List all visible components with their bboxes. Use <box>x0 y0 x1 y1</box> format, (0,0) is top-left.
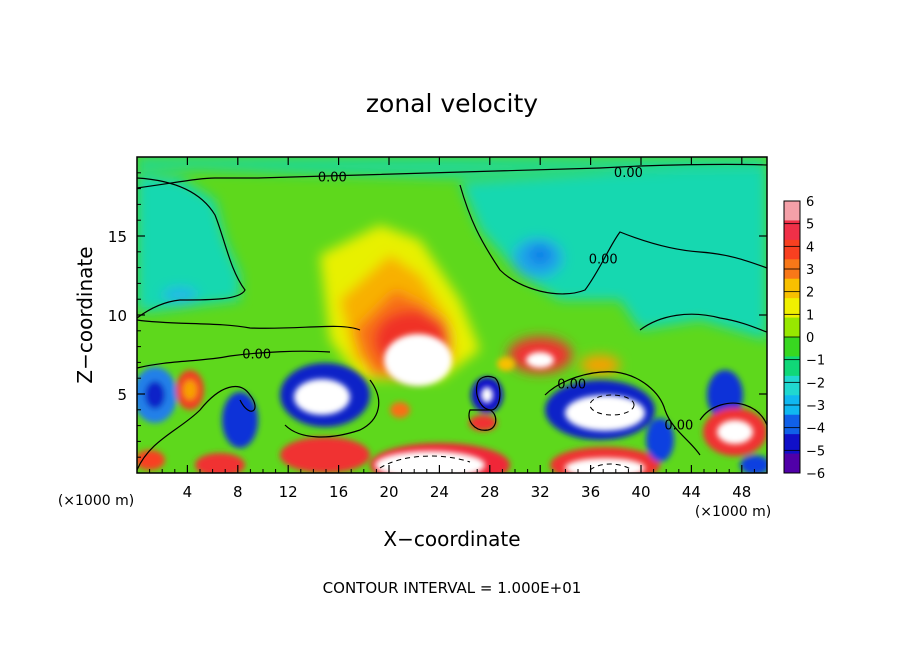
colorbar-swatch <box>784 434 800 454</box>
colorbar-label: −6 <box>806 467 825 482</box>
colorbar-label: 6 <box>806 195 814 210</box>
colorbar-swatch <box>784 415 800 435</box>
colorbar-swatch <box>784 337 800 357</box>
colorbar-swatch <box>784 240 800 260</box>
contour-label: 0.00 <box>557 378 586 393</box>
colorbar-swatch <box>784 298 800 318</box>
x-tick-label: 48 <box>732 483 751 501</box>
colorbar-label: 2 <box>806 286 814 301</box>
x-tick-label: 44 <box>682 483 701 501</box>
x-tick-label: 12 <box>279 483 298 501</box>
contour-interval-footer: CONTOUR INTERVAL = 1.000E+01 <box>323 579 582 597</box>
field-shading <box>133 157 770 487</box>
colorbar: 6 5 4 3 2 1 0 −1 −2 −3 −4 −5 −6 <box>784 195 825 482</box>
colorbar-swatch <box>784 318 800 338</box>
x-tick-label: 36 <box>581 483 600 501</box>
colorbar-label: −2 <box>806 376 825 391</box>
contour-label: 0.00 <box>664 419 693 434</box>
x-tick-label: 20 <box>379 483 398 501</box>
colorbar-label: 5 <box>806 218 814 233</box>
contour-label: 0.00 <box>242 348 271 363</box>
y-tick-label: 10 <box>108 307 127 325</box>
y-tick-label: 5 <box>117 386 127 404</box>
contour-label: 0.00 <box>318 171 347 186</box>
colorbar-swatch <box>784 201 800 221</box>
x-tick-label: 28 <box>480 483 499 501</box>
colorbar-swatch <box>784 454 800 474</box>
colorbar-swatch <box>784 279 800 299</box>
colorbar-label: −3 <box>806 399 825 414</box>
x-tick-label: 8 <box>233 483 243 501</box>
contour-label: 0.00 <box>614 166 643 181</box>
x-units-left: (×1000 m) <box>58 493 134 509</box>
colorbar-label: 0 <box>806 331 814 346</box>
contour-label: 0.00 <box>589 253 618 268</box>
x-axis-label: X−coordinate <box>383 527 520 551</box>
x-tick-label: 40 <box>631 483 650 501</box>
x-tick-label: 32 <box>531 483 550 501</box>
colorbar-label: −4 <box>806 422 825 437</box>
colorbar-label: −5 <box>806 444 825 459</box>
chart-title: zonal velocity <box>366 89 538 118</box>
colorbar-label: −1 <box>806 354 825 369</box>
y-tick-label: 15 <box>108 228 127 246</box>
y-axis-label: Z−coordinate <box>73 246 97 383</box>
colorbar-label: 1 <box>806 308 814 323</box>
x-tick-label: 16 <box>329 483 348 501</box>
colorbar-label: 3 <box>806 263 814 278</box>
contour-plot: zonal velocity <box>0 0 904 654</box>
colorbar-swatch <box>784 376 800 396</box>
colorbar-label: 4 <box>806 240 814 255</box>
x-units-right: (×1000 m) <box>695 504 771 520</box>
x-tick-label: 24 <box>430 483 449 501</box>
x-tick-label: 4 <box>183 483 193 501</box>
